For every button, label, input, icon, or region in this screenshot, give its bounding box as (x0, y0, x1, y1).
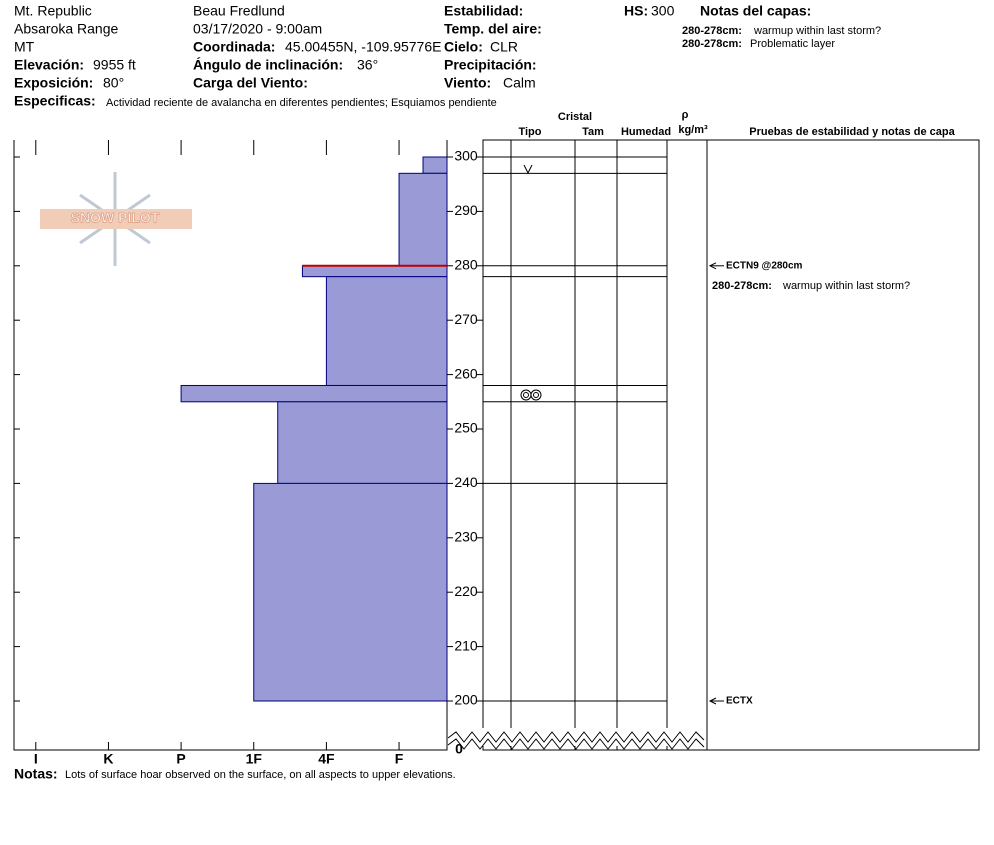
value: 9955 ft (93, 57, 136, 73)
location: Absaroka Range (14, 21, 119, 37)
y-tick-label: 290 (454, 202, 478, 218)
value: 300 (651, 3, 675, 19)
grain-rounded (520, 389, 542, 401)
logo (40, 172, 192, 266)
label: Coordinada: (193, 39, 275, 55)
col-header: Tam (582, 126, 604, 138)
label: Precipitación: (444, 57, 537, 73)
label: Estabilidad: (444, 3, 523, 19)
y-tick-label: 270 (454, 311, 478, 327)
label: 280-278cm: (682, 38, 742, 50)
value: warmup within last storm? (782, 280, 910, 292)
axis-break (447, 731, 705, 743)
cover (443, 40, 523, 56)
x-tick-label: P (176, 751, 185, 767)
table-frame (482, 139, 980, 751)
hardness-bar (422, 156, 448, 174)
y-tick-label: 250 (454, 420, 478, 436)
logo-text: SNOW PILOT (71, 210, 160, 226)
y-tick-label: 210 (454, 637, 478, 653)
label: Notas: (14, 766, 58, 782)
x-tick-label: 1F (246, 751, 263, 767)
value: warmup within last storm? (753, 25, 881, 37)
value: 80° (103, 75, 124, 91)
location: Mt. Republic (14, 3, 92, 19)
value: CLR (490, 39, 518, 55)
layer-notes-title: Notas del capas: (700, 3, 811, 19)
col-header: Pruebas de estabilidad y notas de capa (749, 126, 955, 138)
label: Cielo: (444, 39, 483, 55)
test-label: ECTX (726, 696, 753, 707)
hardness-bar (301, 265, 448, 278)
test-label: ECTN9 @280cm (726, 260, 803, 271)
grain-surface-hoar (523, 164, 533, 175)
col-header: kg/m³ (678, 124, 708, 136)
label: Ángulo de inclinación: (193, 57, 343, 73)
hardness-bar (277, 401, 448, 484)
x-tick-label: F (395, 751, 404, 767)
y-tick-label: 300 (454, 148, 478, 164)
y-tick-label: 220 (454, 583, 478, 599)
value: 45.00455N, -109.95776E (285, 39, 441, 55)
test-arrow (708, 697, 717, 705)
label: Elevación: (14, 57, 84, 73)
y-tick-label: 280 (454, 257, 478, 273)
y-tick-label: 260 (454, 365, 478, 381)
value: Lots of surface hoar observed on the sur… (65, 769, 456, 781)
label: 280-278cm: (682, 25, 742, 37)
value: 36° (357, 57, 378, 73)
label: 280-278cm: (712, 280, 772, 292)
y-tick-label: 230 (454, 529, 478, 545)
label: Viento: (444, 75, 491, 91)
hardness-bar (253, 482, 448, 702)
y-tick-label: 0 (455, 741, 463, 757)
value: Actividad reciente de avalancha en difer… (106, 97, 497, 109)
test-arrow (708, 262, 717, 270)
hardness-bar (398, 172, 448, 267)
observer: Beau Fredlund (193, 3, 285, 19)
col-header: Tipo (518, 126, 541, 138)
col-header: Humedad (621, 126, 671, 138)
label: Exposición: (14, 75, 93, 91)
label: Temp. del aire: (444, 21, 542, 37)
value: Problematic layer (750, 38, 835, 50)
y-tick-label: 240 (454, 474, 478, 490)
y-tick-label: 200 (454, 692, 478, 708)
label: Carga del Viento: (193, 75, 308, 91)
x-tick-label: I (34, 751, 38, 767)
axis-break (447, 738, 705, 750)
value: Calm (503, 75, 536, 91)
x-tick-label: 4F (318, 751, 335, 767)
x-tick-label: K (103, 751, 113, 767)
col-header: Cristal (558, 111, 592, 123)
col-header: ρ (682, 109, 689, 121)
label: Especificas: (14, 93, 96, 109)
hardness-bar (180, 384, 448, 403)
label: HS: (624, 3, 648, 19)
location: MT (14, 39, 35, 55)
datetime: 03/17/2020 - 9:00am (193, 21, 322, 37)
hardness-bar (325, 276, 448, 386)
